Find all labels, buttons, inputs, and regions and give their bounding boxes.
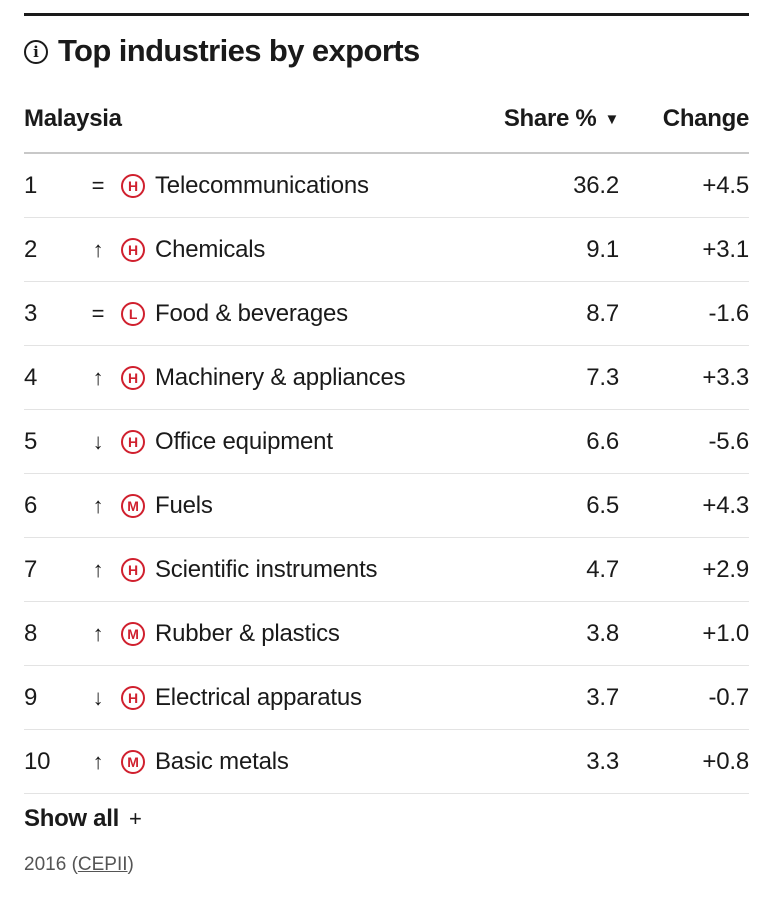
table-row[interactable]: 5 ↓ H Office equipment 6.6 -5.6	[24, 410, 749, 474]
rank-cell: 8	[24, 619, 38, 647]
level-badge-icon: H	[121, 429, 145, 454]
change-value: +0.8	[702, 747, 749, 775]
source-close-paren: )	[127, 854, 134, 875]
share-value: 3.3	[586, 747, 619, 775]
industry-name: Rubber & plastics	[155, 619, 340, 647]
table-row[interactable]: 10 ↑ M Basic metals 3.3 +0.8	[24, 730, 749, 794]
trend-indicator: =	[91, 172, 105, 198]
industry-name: Basic metals	[155, 747, 289, 775]
share-value: 3.7	[586, 683, 619, 711]
sort-descending-icon: ▼	[604, 110, 619, 128]
share-value: 4.7	[586, 555, 619, 583]
table-row[interactable]: 8 ↑ M Rubber & plastics 3.8 +1.0	[24, 602, 749, 666]
trend-indicator: ↑	[92, 748, 104, 774]
country-header: Malaysia	[24, 105, 122, 132]
change-value: +3.1	[702, 235, 749, 263]
trend-indicator: ↑	[92, 620, 104, 646]
share-column-header[interactable]: Share % ▼	[489, 105, 619, 133]
change-value: +3.3	[702, 363, 749, 391]
change-value: -5.6	[708, 427, 749, 455]
rank-cell: 7	[24, 555, 38, 583]
rank-cell: 5	[24, 427, 38, 455]
table-header: Malaysia Share % ▼ Change	[24, 86, 749, 154]
trend-indicator: ↑	[92, 556, 104, 582]
trend-indicator: ↓	[92, 428, 104, 454]
share-value: 6.5	[586, 491, 619, 519]
change-value: +2.9	[702, 555, 749, 583]
level-badge-icon: H	[121, 237, 145, 262]
trend-indicator: =	[91, 300, 105, 326]
industry-name: Food & beverages	[155, 299, 348, 327]
share-header-label: Share %	[503, 105, 597, 132]
level-badge-icon: H	[121, 685, 145, 710]
plus-icon: +	[128, 806, 142, 831]
rank-cell: 2	[24, 235, 38, 263]
title-row: i Top industries by exports	[24, 16, 749, 86]
level-badge-icon: M	[121, 749, 145, 774]
table-row[interactable]: 7 ↑ H Scientific instruments 4.7 +2.9	[24, 538, 749, 602]
source-link[interactable]: CEPII	[77, 854, 128, 875]
industry-table-body: 1 = H Telecommunications 36.2 +4.5 2 ↑ H Chemical…	[24, 154, 749, 794]
rank-cell: 3	[24, 299, 38, 327]
table-row[interactable]: 4 ↑ H Machinery & appliances 7.3 +3.3	[24, 346, 749, 410]
show-all-button[interactable]: Show all +	[24, 794, 749, 844]
rank-cell: 4	[24, 363, 38, 391]
share-value: 8.7	[586, 299, 619, 327]
trend-indicator: ↑	[92, 236, 104, 262]
share-value: 7.3	[586, 363, 619, 391]
change-column-header[interactable]: Change	[662, 105, 750, 132]
widget-title: Top industries by exports	[58, 33, 420, 68]
industry-name: Office equipment	[155, 427, 333, 455]
share-value: 3.8	[586, 619, 619, 647]
level-badge-icon: M	[121, 493, 145, 518]
level-badge-icon: M	[121, 621, 145, 646]
info-circle-icon[interactable]: i	[24, 40, 48, 64]
share-value: 6.6	[586, 427, 619, 455]
rank-cell: 10	[24, 747, 51, 775]
industry-name: Machinery & appliances	[155, 363, 406, 391]
level-badge-icon: H	[121, 173, 145, 198]
industry-name: Telecommunications	[155, 171, 369, 199]
table-row[interactable]: 1 = H Telecommunications 36.2 +4.5	[24, 154, 749, 218]
share-value: 36.2	[573, 171, 619, 199]
level-badge-icon: H	[121, 557, 145, 582]
table-row[interactable]: 2 ↑ H Chemicals 9.1 +3.1	[24, 218, 749, 282]
industry-name: Chemicals	[155, 235, 266, 263]
industry-name: Electrical apparatus	[155, 683, 362, 711]
share-value: 9.1	[586, 235, 619, 263]
change-value: +4.5	[702, 171, 749, 199]
trend-indicator: ↑	[92, 364, 104, 390]
change-value: +4.3	[702, 491, 749, 519]
top-rule	[24, 13, 749, 16]
rank-cell: 1	[24, 171, 38, 199]
trend-indicator: ↑	[92, 492, 104, 518]
table-row[interactable]: 6 ↑ M Fuels 6.5 +4.3	[24, 474, 749, 538]
industry-name: Fuels	[155, 491, 213, 519]
source-year: 2016	[24, 854, 67, 875]
level-badge-icon: H	[121, 365, 145, 390]
change-value: -0.7	[708, 683, 749, 711]
rank-cell: 9	[24, 683, 38, 711]
source-open-paren: (	[71, 854, 78, 875]
trend-indicator: ↓	[92, 684, 104, 710]
show-all-label: Show all	[24, 805, 119, 832]
change-value: +1.0	[702, 619, 749, 647]
level-badge-icon: L	[121, 301, 145, 326]
source-note: 2016 (CEPII)	[24, 854, 749, 876]
table-row[interactable]: 3 = L Food & beverages 8.7 -1.6	[24, 282, 749, 346]
industry-name: Scientific instruments	[155, 555, 378, 583]
rank-cell: 6	[24, 491, 38, 519]
table-row[interactable]: 9 ↓ H Electrical apparatus 3.7 -0.7	[24, 666, 749, 730]
change-value: -1.6	[708, 299, 749, 327]
top-industries-widget: i Top industries by exports Malaysia Sha…	[24, 13, 749, 876]
